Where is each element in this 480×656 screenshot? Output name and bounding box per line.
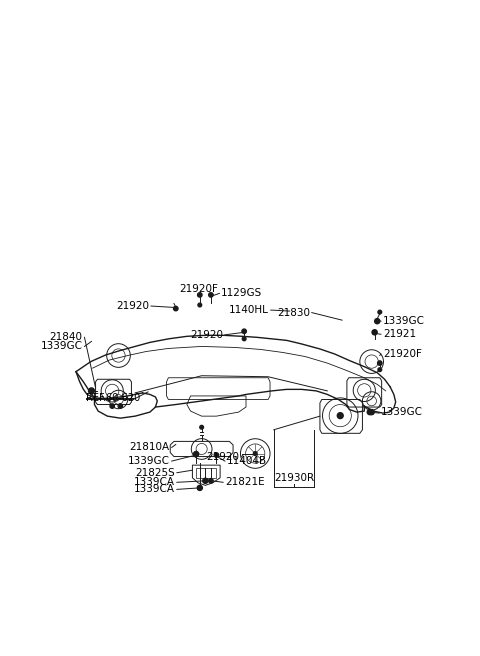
Text: 21920F: 21920F [180,284,218,294]
Circle shape [174,306,178,311]
Circle shape [369,409,374,415]
Text: 21830: 21830 [277,308,310,318]
Text: 1339GC: 1339GC [381,407,423,417]
Circle shape [110,404,114,408]
Circle shape [372,330,377,335]
Text: 1339GC: 1339GC [128,456,170,466]
Circle shape [253,452,257,455]
Circle shape [193,451,199,457]
Text: 21825S: 21825S [135,468,175,478]
Text: 1129GS: 1129GS [221,289,263,298]
Circle shape [198,293,202,297]
Text: 21920: 21920 [116,301,149,311]
Circle shape [242,337,246,340]
Text: 21921: 21921 [383,329,416,339]
Circle shape [367,409,372,415]
Text: 1140HL: 1140HL [229,305,269,315]
Text: 21840: 21840 [49,333,83,342]
Text: 1339CA: 1339CA [134,484,175,495]
Text: 21920F: 21920F [383,349,421,359]
Text: 11404B: 11404B [227,456,267,466]
Circle shape [337,413,343,419]
Text: 21930R: 21930R [274,473,314,483]
Text: 21920: 21920 [207,451,240,462]
Text: 1339GC: 1339GC [383,316,425,326]
Circle shape [200,425,204,429]
Text: 21920: 21920 [190,330,223,340]
Circle shape [118,404,122,408]
Text: REF.60-620: REF.60-620 [86,393,141,403]
Text: 21810A: 21810A [130,442,170,453]
Text: 1339CA: 1339CA [134,478,175,487]
Circle shape [378,310,382,314]
Circle shape [198,303,202,307]
Circle shape [209,293,213,297]
Text: 21821E: 21821E [225,478,264,487]
Text: 1339GC: 1339GC [41,341,83,352]
Circle shape [374,319,380,324]
Circle shape [378,361,382,365]
Circle shape [88,388,95,394]
Circle shape [378,368,382,371]
Circle shape [197,485,203,491]
Circle shape [242,329,246,333]
Circle shape [209,479,213,483]
Circle shape [203,478,208,483]
Circle shape [214,453,219,457]
